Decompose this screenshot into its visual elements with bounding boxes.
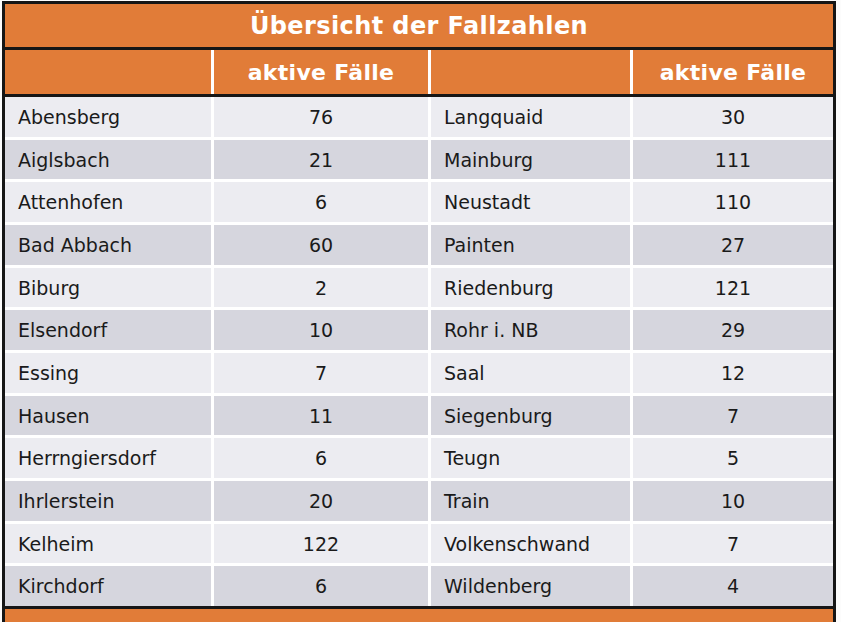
table-header: aktive Fälle aktive Fälle	[5, 50, 833, 97]
cell-municipality-left: Essing	[5, 353, 211, 393]
cell-municipality-right: Volkenschwand	[431, 524, 630, 564]
cell-active-cases-left: 6	[214, 438, 428, 478]
fallzahlen-table: Übersicht der Fallzahlen aktive Fälle ak…	[2, 1, 836, 622]
cell-active-cases-left: 21	[214, 140, 428, 180]
cell-active-cases-left: 2	[214, 268, 428, 308]
table-body: Abensberg76Langquaid30Aiglsbach21Mainbur…	[5, 97, 833, 609]
cell-municipality-right: Neustadt	[431, 182, 630, 222]
cell-municipality-right: Painten	[431, 225, 630, 265]
cell-municipality-right: Langquaid	[431, 97, 630, 137]
table-row: Kirchdorf6Wildenberg4	[5, 566, 833, 606]
cell-active-cases-left: 122	[214, 524, 428, 564]
table-row: Bad Abbach60Painten27	[5, 225, 833, 265]
cell-municipality-right: Teugn	[431, 438, 630, 478]
table-row: Biburg2Riedenburg121	[5, 268, 833, 308]
cell-municipality-left: Bad Abbach	[5, 225, 211, 265]
table-row: Ihrlerstein20Train10	[5, 481, 833, 521]
cell-active-cases-left: 60	[214, 225, 428, 265]
cell-active-cases-left: 6	[214, 182, 428, 222]
cell-active-cases-left: 11	[214, 396, 428, 436]
cell-municipality-right: Rohr i. NB	[431, 310, 630, 350]
table-row: Hausen11Siegenburg7	[5, 396, 833, 436]
header-cell-empty-left	[5, 50, 211, 94]
cell-active-cases-left: 20	[214, 481, 428, 521]
cell-municipality-right: Siegenburg	[431, 396, 630, 436]
header-cell-active-cases-left: aktive Fälle	[214, 50, 428, 94]
header-cell-active-cases-right: aktive Fälle	[633, 50, 833, 94]
cell-active-cases-right: 10	[633, 481, 833, 521]
table-row: Kelheim122Volkenschwand7	[5, 524, 833, 564]
table-row: Herrngiersdorf6Teugn5	[5, 438, 833, 478]
table-row: Aiglsbach21Mainburg111	[5, 140, 833, 180]
cell-municipality-left: Herrngiersdorf	[5, 438, 211, 478]
cell-municipality-left: Attenhofen	[5, 182, 211, 222]
cell-municipality-right: Saal	[431, 353, 630, 393]
cell-municipality-left: Aiglsbach	[5, 140, 211, 180]
cell-active-cases-right: 110	[633, 182, 833, 222]
cell-active-cases-right: 5	[633, 438, 833, 478]
cell-active-cases-right: 30	[633, 97, 833, 137]
table-row: Abensberg76Langquaid30	[5, 97, 833, 137]
cell-active-cases-left: 6	[214, 566, 428, 606]
cell-municipality-right: Mainburg	[431, 140, 630, 180]
table-row: Elsendorf10Rohr i. NB29	[5, 310, 833, 350]
cell-municipality-left: Biburg	[5, 268, 211, 308]
cell-active-cases-right: 111	[633, 140, 833, 180]
cell-municipality-left: Ihrlerstein	[5, 481, 211, 521]
header-cell-empty-right	[431, 50, 630, 94]
cell-active-cases-left: 7	[214, 353, 428, 393]
cell-active-cases-right: 7	[633, 396, 833, 436]
cell-active-cases-right: 7	[633, 524, 833, 564]
cell-active-cases-left: 76	[214, 97, 428, 137]
cell-municipality-left: Hausen	[5, 396, 211, 436]
cell-municipality-right: Train	[431, 481, 630, 521]
cell-active-cases-left: 10	[214, 310, 428, 350]
fallzahlen-overview: Übersicht der Fallzahlen aktive Fälle ak…	[0, 0, 841, 622]
table-title: Übersicht der Fallzahlen	[5, 4, 833, 50]
cell-active-cases-right: 4	[633, 566, 833, 606]
cell-municipality-left: Kirchdorf	[5, 566, 211, 606]
cell-municipality-left: Elsendorf	[5, 310, 211, 350]
cell-municipality-left: Abensberg	[5, 97, 211, 137]
cell-municipality-right: Riedenburg	[431, 268, 630, 308]
cell-active-cases-right: 27	[633, 225, 833, 265]
table-row: Essing7Saal12	[5, 353, 833, 393]
cell-municipality-left: Kelheim	[5, 524, 211, 564]
cell-municipality-right: Wildenberg	[431, 566, 630, 606]
cell-active-cases-right: 12	[633, 353, 833, 393]
table-footer-band	[5, 609, 833, 622]
cell-active-cases-right: 29	[633, 310, 833, 350]
cell-active-cases-right: 121	[633, 268, 833, 308]
table-row: Attenhofen6Neustadt110	[5, 182, 833, 222]
